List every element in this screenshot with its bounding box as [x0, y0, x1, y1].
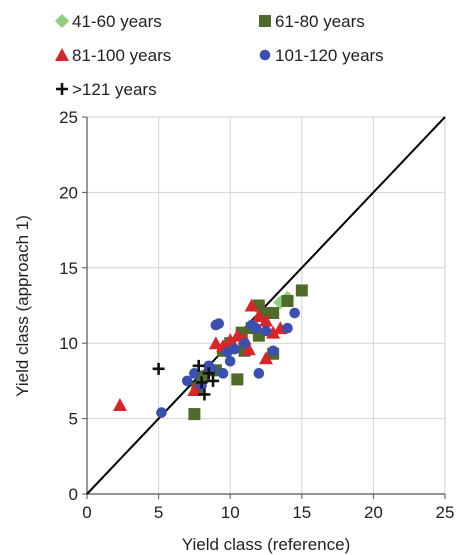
data-point-circle	[250, 322, 262, 334]
one-to-one-line	[86, 116, 446, 495]
data-point-square	[188, 408, 201, 421]
data-point-plus	[152, 362, 165, 375]
data-point-circle	[239, 337, 250, 349]
data-point-circle	[156, 407, 167, 418]
data-point-circle	[224, 355, 236, 367]
legend-item: 101-120 years	[259, 46, 384, 65]
y-tick-label: 5	[69, 410, 78, 429]
legend-marker-square	[259, 15, 271, 27]
legend-label: 61-80 years	[275, 12, 365, 31]
data-point-triangle	[259, 313, 273, 327]
data-point-plus	[207, 374, 220, 387]
legend-label: 101-120 years	[275, 46, 384, 65]
legend-item: 61-80 years	[259, 12, 365, 31]
data-point-circle	[289, 307, 300, 319]
legend-item: 41-60 years	[55, 12, 162, 31]
tick-labels: 0 5 10 15 20 25 0 5 10 15 20 25	[59, 108, 454, 522]
data-point-triangle	[187, 382, 202, 396]
legend-marker-plus	[56, 83, 68, 95]
legend-label: 81-100 years	[72, 46, 171, 65]
legend-marker-circle	[259, 49, 271, 61]
data-point-triangle	[266, 325, 281, 339]
data-point-plus	[195, 376, 208, 389]
data-point-triangle	[208, 336, 223, 350]
legend: 41-60 years 61-80 years 81-100 years 101-12…	[55, 12, 384, 99]
data-point-square	[281, 294, 294, 307]
legend-label: 41-60 years	[72, 12, 162, 31]
legend-marker-triangle	[55, 48, 69, 61]
reference-line	[86, 116, 446, 495]
data-point-circle	[217, 368, 229, 379]
data-point-plus	[192, 359, 205, 372]
data-point-plus	[202, 367, 215, 380]
y-tick-label: 25	[59, 108, 78, 127]
y-tick-label: 20	[59, 183, 78, 202]
data-point-square	[231, 373, 244, 386]
y-tick-label: 10	[59, 334, 78, 353]
x-axis-label: Yield class (reference)	[182, 535, 351, 554]
grid	[87, 117, 445, 494]
data-point-triangle	[244, 298, 259, 312]
x-tick-label: 5	[154, 503, 163, 522]
data-point-triangle	[259, 351, 273, 365]
series-plus	[152, 359, 220, 401]
data-point-square	[267, 307, 280, 320]
x-tick-label: 0	[82, 503, 91, 522]
y-axis-label: Yield class (approach 1)	[13, 215, 32, 397]
data-points	[112, 284, 308, 421]
data-point-circle	[181, 375, 193, 387]
data-point-circle	[260, 325, 272, 337]
y-tick-label: 0	[69, 485, 78, 504]
x-tick-label: 10	[221, 503, 240, 522]
series-circle	[156, 307, 300, 418]
data-point-circle	[222, 346, 233, 358]
legend-marker-diamond	[55, 14, 69, 28]
legend-label: >121 years	[72, 80, 157, 99]
data-point-circle	[189, 368, 200, 379]
plot-frame	[82, 116, 446, 499]
data-point-triangle	[251, 309, 266, 323]
data-point-square	[295, 284, 308, 297]
x-tick-label: 25	[436, 503, 455, 522]
data-point-triangle	[223, 333, 238, 347]
data-point-triangle	[241, 342, 256, 356]
x-tick-label: 20	[364, 503, 383, 522]
legend-item: >121 years	[56, 80, 157, 99]
legend-item: 81-100 years	[55, 46, 171, 65]
data-point-circle	[253, 368, 265, 379]
data-point-triangle	[230, 328, 245, 342]
data-point-triangle	[112, 398, 127, 412]
data-point-circle	[267, 345, 279, 357]
data-point-circle	[213, 318, 225, 329]
y-tick-label: 15	[59, 259, 78, 278]
data-point-circle	[282, 322, 293, 334]
x-tick-label: 15	[292, 503, 311, 522]
data-point-plus	[198, 388, 211, 401]
